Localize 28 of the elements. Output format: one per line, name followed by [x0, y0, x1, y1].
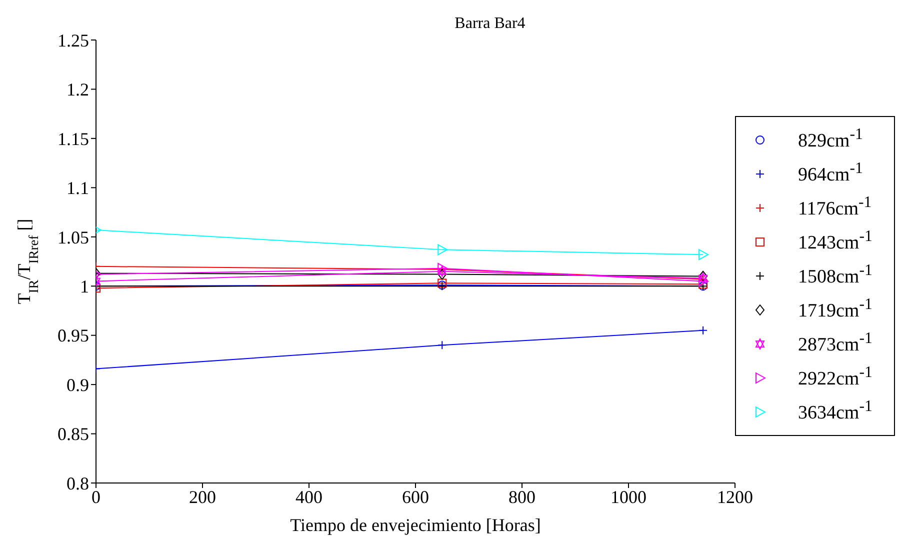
y-tick-label: 1.1	[66, 178, 89, 198]
legend-label: 1243cm$^{-1}$	[798, 228, 872, 255]
legend-label: 1719cm$^{-1}$	[798, 296, 872, 323]
legend-label: 1508cm$^{-1}$	[798, 262, 872, 289]
x-tick-label: 1200	[717, 486, 753, 507]
y-tick-label: 0.85	[58, 424, 89, 444]
y-tick-label: 0.95	[58, 326, 89, 346]
x-tick-label: 0	[92, 486, 100, 507]
chart-title: Barra Bar4	[454, 15, 526, 32]
legend-label: 2873cm$^{-1}$	[798, 330, 872, 357]
y-tick-label: 0.8	[66, 473, 89, 494]
legend-label: 964cm$^{-1}$	[798, 160, 863, 187]
legend-label: 2922cm$^{-1}$	[798, 364, 872, 391]
x-tick-label: 400	[296, 486, 322, 507]
x-tick-label: 200	[189, 486, 216, 507]
legend-label: 3634cm$^{-1}$	[798, 398, 872, 425]
legend-label: 829cm$^{-1}$	[798, 126, 863, 153]
y-tick-label: 1.25	[58, 30, 89, 50]
y-tick-label: 1.05	[58, 227, 89, 248]
x-tick-label: 600	[402, 486, 429, 507]
legend-label: 1176cm$^{-1}$	[798, 194, 872, 221]
y-tick-label: 1	[80, 276, 89, 296]
x-axis-title: Tiempo de envejecimiento [Horas]	[290, 515, 541, 535]
x-tick-label: 1000	[610, 486, 646, 507]
y-tick-label: 1.15	[58, 128, 89, 149]
y-tick-label: 1.2	[66, 80, 89, 100]
y-tick-label: 0.9	[66, 374, 89, 395]
x-tick-label: 800	[508, 486, 536, 507]
